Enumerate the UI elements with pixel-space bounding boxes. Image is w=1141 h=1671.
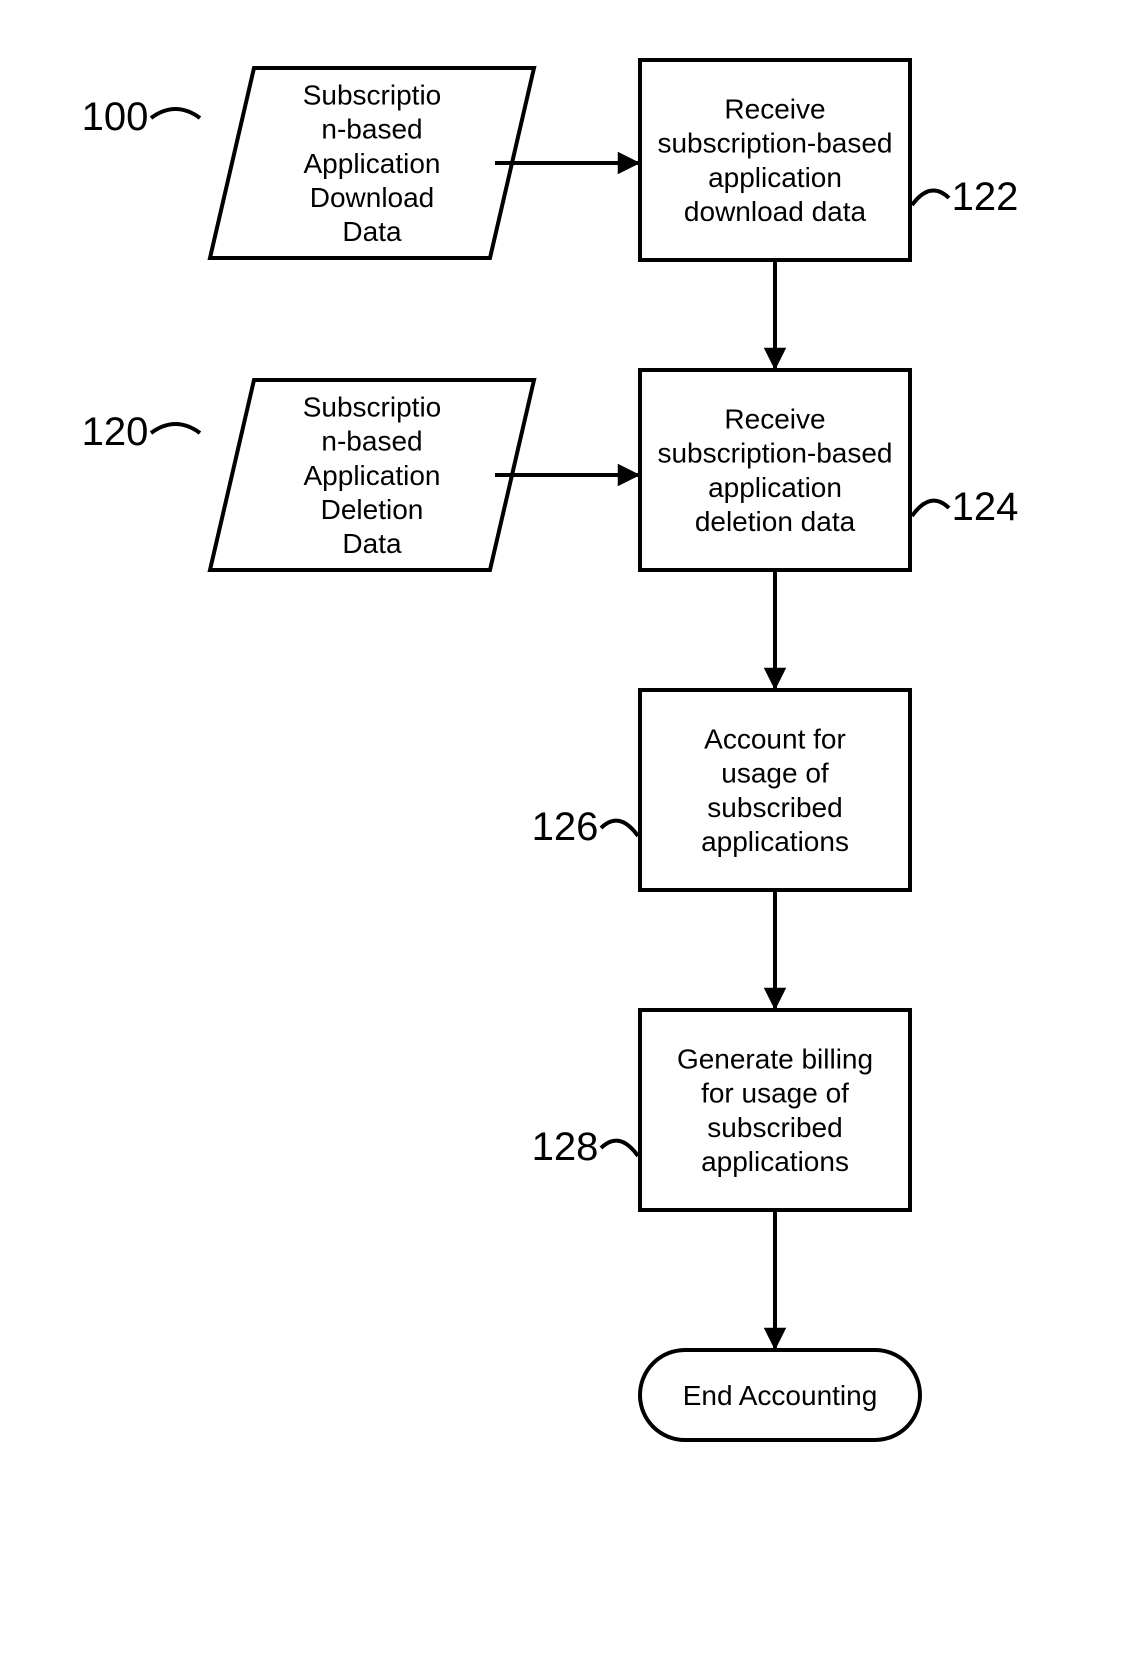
node-text-rect122-line0: Receive [724,94,825,125]
process-box-rect122 [640,60,910,260]
node-text-rect128-line0: Generate billing [677,1044,873,1075]
node-text-rect124-line2: application [708,472,842,503]
node-text-rect126-line0: Account for [704,724,846,755]
node-text-rect128-line2: subscribed [707,1112,842,1143]
node-text-term-line0: End Accounting [683,1380,878,1411]
node-text-para2-line2: Application [304,460,441,491]
node-text-rect124-line3: deletion data [695,506,856,537]
ref-label-120: 120 [82,410,149,454]
node-text-para1-line1: n-based [321,114,422,145]
node-text-para2-line1: n-based [321,426,422,457]
node-text-rect128-line3: applications [701,1146,849,1177]
process-box-rect128 [640,1010,910,1210]
ref-label-122: 122 [952,175,1019,219]
ref-connector-126 [601,821,638,836]
node-text-para2-line4: Data [342,528,402,559]
node-text-rect124-line0: Receive [724,404,825,435]
flowchart-diagram: Subscription-basedApplicationDownloadDat… [0,0,1141,1671]
ref-label-128: 128 [532,1125,599,1169]
node-text-rect122-line3: download data [684,196,867,227]
ref-label-124: 124 [952,485,1019,529]
node-text-rect122-line2: application [708,162,842,193]
node-text-rect126-line1: usage of [721,758,829,789]
node-text-rect124-line1: subscription-based [657,438,892,469]
process-box-rect124 [640,370,910,570]
ref-label-100: 100 [82,95,149,139]
ref-label-126: 126 [532,805,599,849]
node-text-rect122-line1: subscription-based [657,128,892,159]
node-text-rect126-line3: applications [701,826,849,857]
node-text-para2-line0: Subscriptio [303,391,442,422]
ref-connector-120 [151,424,200,433]
node-text-para1-line4: Data [342,216,402,247]
node-text-para1-line2: Application [304,148,441,179]
node-text-rect126-line2: subscribed [707,792,842,823]
ref-connector-122 [912,190,949,205]
node-text-rect128-line1: for usage of [701,1078,849,1109]
process-box-rect126 [640,690,910,890]
ref-connector-124 [912,501,949,516]
ref-connector-128 [601,1141,638,1156]
ref-connector-100 [151,109,200,118]
node-text-para2-line3: Deletion [321,494,424,525]
node-text-para1-line0: Subscriptio [303,79,442,110]
node-text-para1-line3: Download [310,182,435,213]
